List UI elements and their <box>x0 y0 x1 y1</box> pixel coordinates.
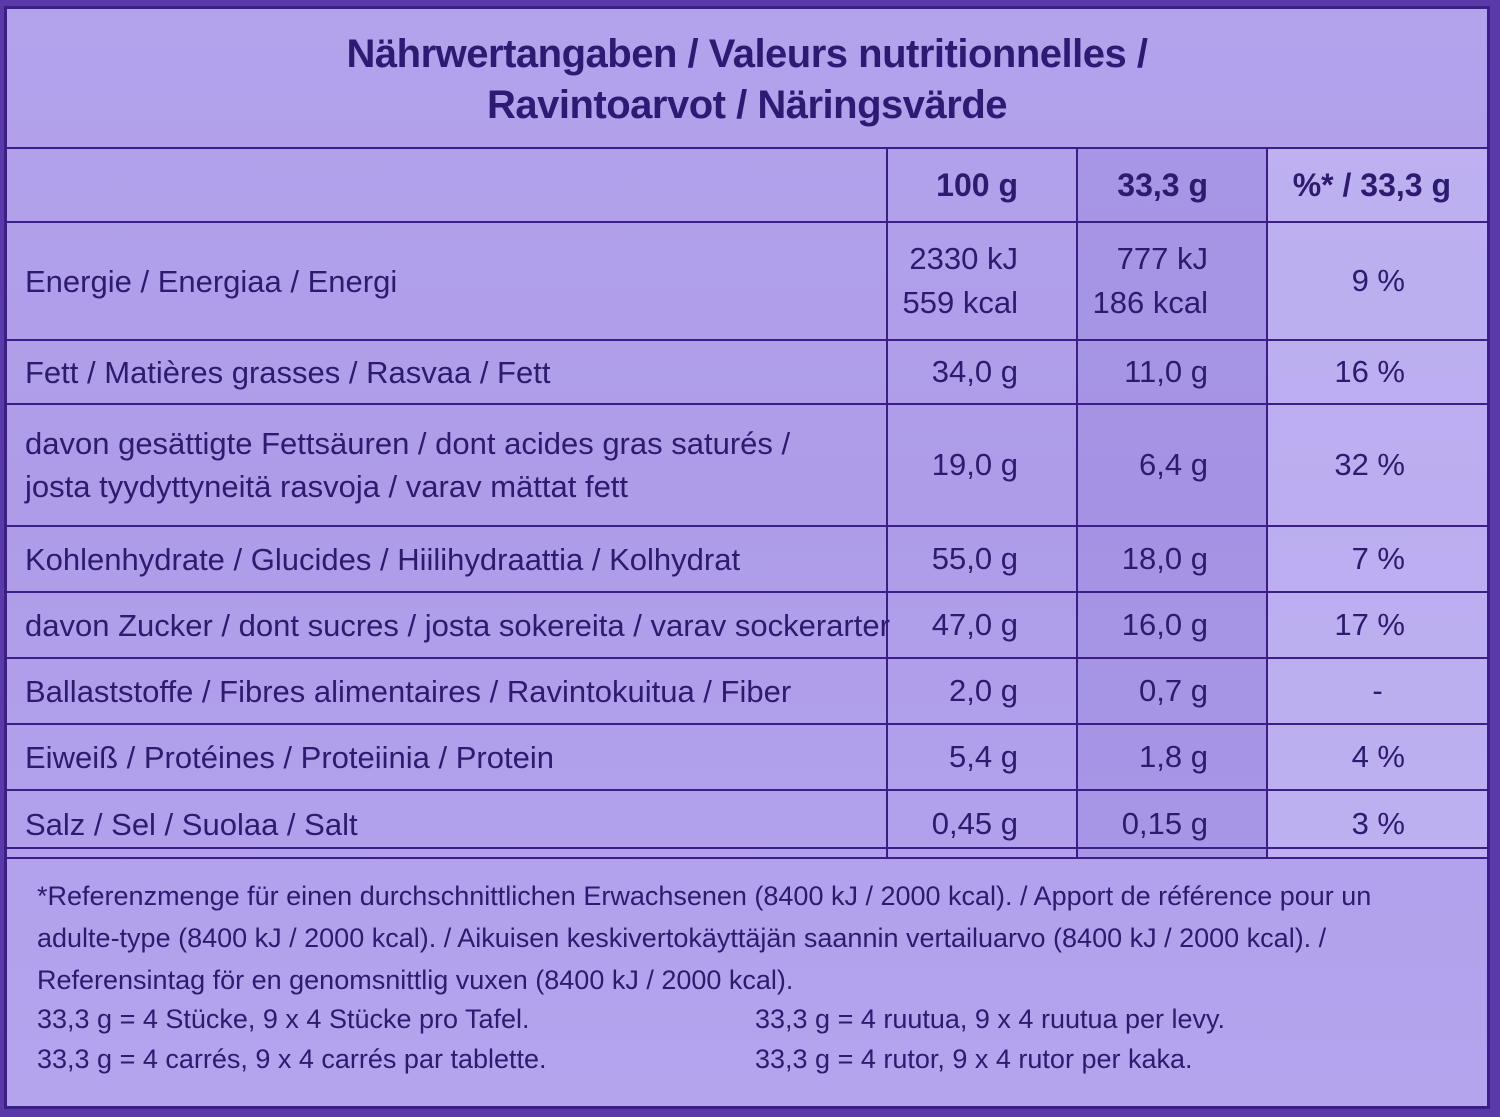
value-per-portion: 6,4 g <box>1076 403 1268 527</box>
portion-sv: 33,3 g = 4 rutor, 9 x 4 rutor per kaka. <box>755 1044 1193 1074</box>
table-row-fat: Fett / Matières grasses / Rasvaa / Fett … <box>7 339 1487 405</box>
value-percent: 7 % <box>1266 525 1487 593</box>
row-label: Ballaststoffe / Fibres alimentaires / Ra… <box>7 657 888 725</box>
nutrition-table: 100 g 33,3 g %* / 33,3 g Energie / Energ… <box>7 147 1487 859</box>
footer-section: *Referenzmenge für einen durchschnittlic… <box>7 847 1487 1105</box>
row-label: Eiweiß / Protéines / Proteiinia / Protei… <box>7 723 888 791</box>
reference-intake-footnote: *Referenzmenge für einen durchschnittlic… <box>37 875 1477 1001</box>
value-kj: 777 kJ <box>1116 241 1208 276</box>
row-label: davon Zucker / dont sucres / josta soker… <box>7 591 890 659</box>
portion-fi: 33,3 g = 4 ruutua, 9 x 4 ruutua per levy… <box>755 1004 1226 1034</box>
value-percent: 17 % <box>1266 591 1487 659</box>
row-label-line-1: davon gesättigte Fettsäuren / dont acide… <box>25 426 791 461</box>
row-label-line-2: josta tyydyttyneitä rasvoja / varav mätt… <box>25 469 629 504</box>
row-label: Energie / Energiaa / Energi <box>7 221 888 341</box>
row-label-text: Energie / Energiaa / Energi <box>25 263 398 299</box>
value-per-portion: 0,7 g <box>1076 657 1268 725</box>
portion-fr: 33,3 g = 4 carrés, 9 x 4 carrés par tabl… <box>37 1044 547 1074</box>
title-line-2: Ravintoarvot / Näringsvärde <box>487 83 1008 127</box>
footnote-line-3: Referensintag för en genomsnittlig vuxen… <box>37 965 794 995</box>
value-per-100g: 55,0 g <box>886 525 1078 593</box>
value-percent: 16 % <box>1266 339 1487 405</box>
value-per-100g: 5,4 g <box>886 723 1078 791</box>
row-label: Kohlenhydrate / Glucides / Hiilihydraatt… <box>7 525 888 593</box>
header-per-portion: 33,3 g <box>1076 147 1268 223</box>
table-row-protein: Eiweiß / Protéines / Proteiinia / Protei… <box>7 723 1487 791</box>
value-per-portion: 777 kJ 186 kcal <box>1076 221 1268 341</box>
table-row-saturated-fat: davon gesättigte Fettsäuren / dont acide… <box>7 403 1487 527</box>
nutrition-title: Nährwertangaben / Valeurs nutritionnelle… <box>7 29 1487 131</box>
row-label: davon gesättigte Fettsäuren / dont acide… <box>7 403 888 527</box>
value-per-portion: 11,0 g <box>1076 339 1268 405</box>
value-percent: 9 % <box>1266 221 1487 341</box>
table-row-sugars: davon Zucker / dont sucres / josta soker… <box>7 591 1487 659</box>
header-label <box>7 147 888 223</box>
table-row-carbohydrates: Kohlenhydrate / Glucides / Hiilihydraatt… <box>7 525 1487 593</box>
portion-info-left: 33,3 g = 4 Stücke, 9 x 4 Stücke pro Tafe… <box>37 999 547 1079</box>
table-row-fiber: Ballaststoffe / Fibres alimentaires / Ra… <box>7 657 1487 725</box>
value-per-portion: 18,0 g <box>1076 525 1268 593</box>
header-percent-reference: %* / 33,3 g <box>1266 147 1487 223</box>
value-kcal: 186 kcal <box>1092 285 1208 320</box>
value-kj: 2330 kJ <box>909 241 1018 276</box>
value-percent: 32 % <box>1266 403 1487 527</box>
value-per-100g: 2330 kJ 559 kcal <box>886 221 1078 341</box>
value-per-portion: 16,0 g <box>1076 591 1268 659</box>
portion-info-right: 33,3 g = 4 ruutua, 9 x 4 ruutua per levy… <box>755 999 1225 1079</box>
value-per-100g: 34,0 g <box>886 339 1078 405</box>
value-per-100g: 2,0 g <box>886 657 1078 725</box>
value-kcal: 559 kcal <box>902 285 1018 320</box>
portion-de: 33,3 g = 4 Stücke, 9 x 4 Stücke pro Tafe… <box>37 1004 530 1034</box>
value-per-100g: 47,0 g <box>886 591 1078 659</box>
table-header-row: 100 g 33,3 g %* / 33,3 g <box>7 147 1487 223</box>
nutrition-label-panel: Nährwertangaben / Valeurs nutritionnelle… <box>4 6 1490 1109</box>
value-percent: - <box>1266 657 1487 725</box>
value-percent: 4 % <box>1266 723 1487 791</box>
row-label: Fett / Matières grasses / Rasvaa / Fett <box>7 339 888 405</box>
value-per-100g: 19,0 g <box>886 403 1078 527</box>
title-line-1: Nährwertangaben / Valeurs nutritionnelle… <box>346 32 1148 76</box>
footnote-line-1: *Referenzmenge für einen durchschnittlic… <box>37 881 1372 911</box>
header-per-100g: 100 g <box>886 147 1078 223</box>
value-per-portion: 1,8 g <box>1076 723 1268 791</box>
footnote-line-2: adulte-type (8400 kJ / 2000 kcal). / Aik… <box>37 923 1327 953</box>
table-row-energy: Energie / Energiaa / Energi 2330 kJ 559 … <box>7 221 1487 341</box>
